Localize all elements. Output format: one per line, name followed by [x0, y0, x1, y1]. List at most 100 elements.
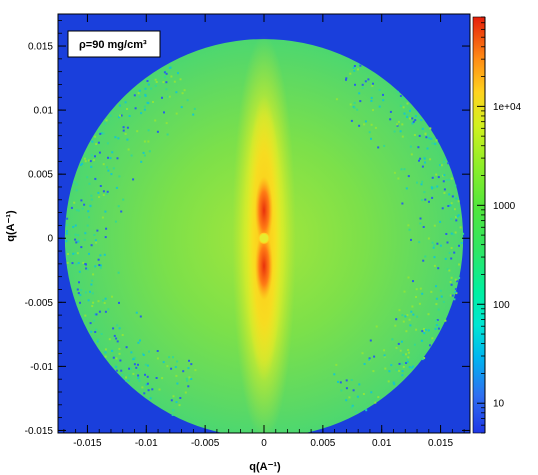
noise-pixel	[417, 116, 420, 119]
noise-pixel	[443, 174, 446, 177]
noise-pixel	[398, 369, 401, 372]
noise-pixel	[79, 294, 82, 297]
noise-pixel	[128, 115, 131, 117]
noise-pixel	[407, 351, 410, 354]
noise-pixel	[359, 100, 362, 103]
noise-pixel	[135, 311, 138, 314]
noise-pixel	[97, 191, 100, 194]
noise-pixel	[118, 347, 121, 350]
noise-pixel	[96, 229, 99, 232]
noise-pixel	[420, 339, 423, 342]
noise-pixel	[396, 124, 399, 127]
noise-pixel	[115, 369, 118, 372]
noise-pixel	[453, 208, 456, 211]
noise-pixel	[412, 120, 415, 123]
noise-pixel	[65, 240, 68, 243]
noise-pixel	[353, 69, 356, 72]
noise-pixel	[115, 365, 118, 368]
noise-pixel	[90, 330, 93, 333]
noise-pixel	[104, 348, 107, 351]
noise-pixel	[72, 252, 75, 255]
y-tick-label: -0.015	[25, 426, 54, 437]
noise-pixel	[89, 322, 92, 325]
noise-pixel	[357, 63, 360, 66]
noise-pixel	[454, 291, 457, 294]
noise-pixel	[80, 289, 83, 292]
noise-pixel	[399, 95, 402, 97]
colorbar-tick-label: 1e+04	[493, 102, 522, 113]
noise-pixel	[180, 106, 183, 109]
noise-pixel	[104, 122, 107, 125]
noise-pixel	[118, 301, 120, 304]
noise-pixel	[402, 106, 405, 109]
noise-pixel	[104, 210, 107, 213]
noise-pixel	[345, 77, 348, 80]
x-axis: -0.015 -0.01 -0.005 0 0.005 0.01 0.015	[63, 14, 465, 449]
noise-pixel	[171, 413, 174, 416]
noise-pixel	[454, 278, 457, 281]
noise-pixel	[440, 295, 443, 298]
noise-pixel	[371, 84, 374, 87]
noise-pixel	[448, 178, 451, 181]
noise-pixel	[443, 192, 446, 194]
noise-pixel	[124, 132, 127, 135]
noise-pixel	[98, 196, 101, 198]
noise-pixel	[75, 209, 78, 212]
noise-pixel	[437, 267, 440, 270]
noise-pixel	[389, 118, 392, 121]
noise-pixel	[133, 94, 136, 97]
noise-pixel	[172, 409, 175, 412]
noise-pixel	[147, 78, 150, 81]
noise-pixel	[144, 363, 147, 366]
noise-pixel	[116, 324, 119, 327]
noise-pixel	[120, 114, 123, 117]
noise-pixel	[165, 122, 168, 125]
noise-pixel	[438, 325, 441, 328]
noise-pixel	[423, 357, 426, 360]
noise-pixel	[112, 167, 115, 170]
noise-pixel	[405, 187, 408, 190]
noise-pixel	[348, 396, 351, 399]
noise-pixel	[422, 259, 425, 262]
noise-pixel	[363, 363, 366, 365]
noise-pixel	[421, 165, 424, 168]
noise-pixel	[401, 362, 404, 365]
noise-pixel	[409, 110, 411, 112]
noise-pixel	[90, 194, 93, 197]
noise-pixel	[104, 355, 107, 358]
noise-pixel	[77, 234, 80, 237]
noise-pixel	[143, 108, 146, 111]
noise-pixel	[350, 119, 353, 122]
noise-pixel	[392, 381, 395, 384]
noise-pixel	[447, 162, 450, 165]
noise-pixel	[410, 366, 413, 369]
noise-pixel	[445, 179, 448, 181]
noise-pixel	[368, 357, 371, 360]
noise-pixel	[450, 177, 453, 180]
noise-pixel	[114, 136, 117, 139]
noise-pixel	[409, 145, 412, 148]
noise-pixel	[118, 104, 121, 107]
noise-pixel	[190, 363, 193, 366]
noise-pixel	[72, 225, 75, 228]
noise-pixel	[102, 299, 104, 302]
noise-pixel	[71, 262, 74, 265]
noise-pixel	[356, 108, 359, 111]
noise-pixel	[97, 338, 100, 341]
noise-pixel	[413, 134, 416, 136]
noise-pixel	[147, 389, 150, 392]
noise-pixel	[368, 131, 371, 134]
noise-pixel	[340, 389, 343, 392]
beamstop	[258, 232, 270, 244]
noise-pixel	[364, 120, 367, 123]
noise-pixel	[397, 342, 400, 345]
noise-pixel	[102, 132, 105, 135]
noise-pixel	[118, 116, 120, 119]
noise-pixel	[70, 206, 73, 209]
noise-pixel	[377, 396, 380, 399]
noise-pixel	[74, 238, 77, 241]
noise-pixel	[94, 331, 97, 333]
noise-pixel	[125, 346, 128, 349]
noise-pixel	[146, 375, 149, 378]
noise-pixel	[367, 78, 370, 81]
